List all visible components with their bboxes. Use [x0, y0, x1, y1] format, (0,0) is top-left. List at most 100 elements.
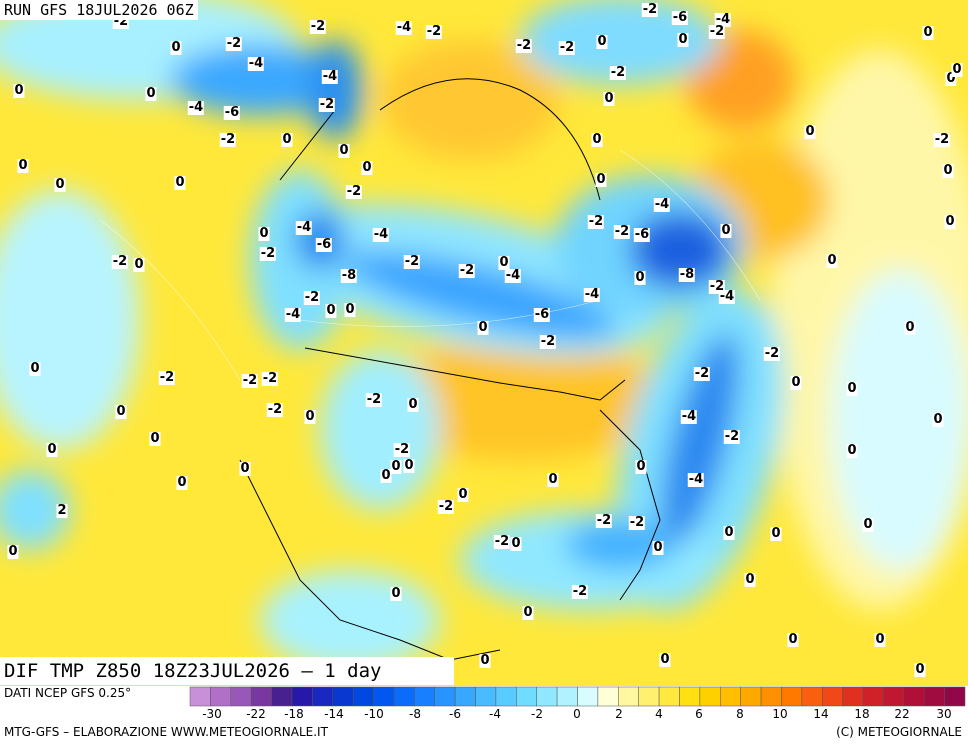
contour-label: 0	[304, 409, 316, 424]
contour-label: -4	[187, 100, 205, 115]
contour-label: 0	[635, 459, 647, 474]
contour-label: -4	[680, 409, 698, 424]
contour-label: -2	[158, 370, 176, 385]
contour-label: -2	[318, 97, 336, 112]
map	[0, 0, 968, 686]
color-cell	[740, 686, 762, 707]
contour-label: 0	[522, 605, 534, 620]
contour-label: 0	[677, 32, 689, 47]
color-bar-tick: -14	[324, 707, 344, 721]
color-cell	[250, 686, 272, 707]
color-cell	[781, 686, 803, 707]
contour-label: 0	[149, 431, 161, 446]
contour-label: 0	[17, 158, 29, 173]
contour-label: -2	[609, 65, 627, 80]
contour-label: 0	[922, 25, 934, 40]
color-bar-tick: -22	[246, 707, 266, 721]
contour-label: -2	[266, 402, 284, 417]
color-bar-tick: 4	[655, 707, 663, 721]
contour-label: -2	[425, 24, 443, 39]
run-header: RUN GFS 18JUL2026 06Z	[0, 0, 198, 20]
color-bar-tick: -10	[364, 707, 384, 721]
contour-label: -2	[259, 246, 277, 261]
contour-label: -2	[628, 515, 646, 530]
contour-label: -2	[365, 392, 383, 407]
color-cell	[373, 686, 395, 707]
contour-label: -4	[714, 12, 732, 27]
color-bar-tick: 30	[936, 707, 952, 721]
color-cell	[699, 686, 721, 707]
contour-label: 0	[380, 468, 392, 483]
contour-label: -2	[241, 373, 259, 388]
color-bar-tick: 18	[854, 707, 870, 721]
contour-label: 0	[846, 381, 858, 396]
contour-label: 0	[652, 540, 664, 555]
contour-label: -2	[515, 38, 533, 53]
contour-label: 0	[361, 160, 373, 175]
contour-label: 0	[596, 34, 608, 49]
contour-label: 0	[862, 517, 874, 532]
color-bar-tick: 10	[772, 707, 788, 721]
contour-label: -2	[437, 499, 455, 514]
color-cell	[679, 686, 701, 707]
color-cell	[597, 686, 619, 707]
color-bar-tick: -18	[284, 707, 304, 721]
contour-label: -2	[403, 254, 421, 269]
contour-label: -8	[340, 268, 358, 283]
contour-label: -2	[571, 584, 589, 599]
contour-label: 0	[510, 536, 522, 551]
contour-label: -4	[687, 472, 705, 487]
contour-label: -4	[295, 220, 313, 235]
contour-label: -2	[493, 534, 511, 549]
contour-label: 0	[787, 632, 799, 647]
contour-label: 0	[344, 302, 356, 317]
color-bar	[189, 686, 966, 707]
contour-label: -2	[458, 263, 476, 278]
contour-label: 0	[591, 132, 603, 147]
contour-label: -2	[933, 132, 951, 147]
contour-label: 0	[790, 375, 802, 390]
color-cell	[393, 686, 415, 707]
contour-label: -4	[504, 268, 522, 283]
contour-label: 2	[56, 503, 68, 518]
color-cell	[923, 686, 945, 707]
color-cell	[454, 686, 476, 707]
color-bar-tick: 6	[695, 707, 703, 721]
contour-label: -2	[613, 224, 631, 239]
contour-label: -2	[763, 346, 781, 361]
color-cell	[516, 686, 537, 707]
contour-label: -4	[583, 287, 601, 302]
color-bar-tick: -6	[449, 707, 461, 721]
color-cell	[352, 686, 374, 707]
contour-label: -2	[345, 184, 363, 199]
contour-label: -4	[247, 56, 265, 71]
color-cell	[944, 686, 966, 707]
contour-label: 0	[914, 662, 926, 677]
contour-label: 0	[770, 526, 782, 541]
contour-label: 0	[13, 83, 25, 98]
contour-label: 0	[170, 40, 182, 55]
color-cell	[577, 686, 599, 707]
contour-label: 0	[457, 487, 469, 502]
contour-label: 0	[942, 163, 954, 178]
color-cell	[883, 686, 905, 707]
contour-label: 0	[479, 653, 491, 668]
contour-label: 0	[477, 320, 489, 335]
contour-label: 0	[951, 62, 963, 77]
contour-label: 0	[846, 443, 858, 458]
contour-label: 0	[595, 172, 607, 187]
contour-label: -2	[111, 254, 129, 269]
color-cell	[536, 686, 558, 707]
contour-label: 0	[932, 412, 944, 427]
contour-label: -2	[693, 366, 711, 381]
contour-label: 0	[29, 361, 41, 376]
contour-label: 0	[720, 223, 732, 238]
color-cell	[862, 686, 884, 707]
color-cell	[618, 686, 639, 707]
contour-label: 0	[904, 320, 916, 335]
color-cell	[210, 686, 232, 707]
contour-label: 0	[826, 253, 838, 268]
footer-credit: MTG-GFS – ELABORAZIONE WWW.METEOGIORNALE…	[4, 725, 328, 739]
color-bar-tick: -30	[202, 707, 222, 721]
footer-copyright: (C) METEOGIORNALE	[836, 725, 962, 739]
